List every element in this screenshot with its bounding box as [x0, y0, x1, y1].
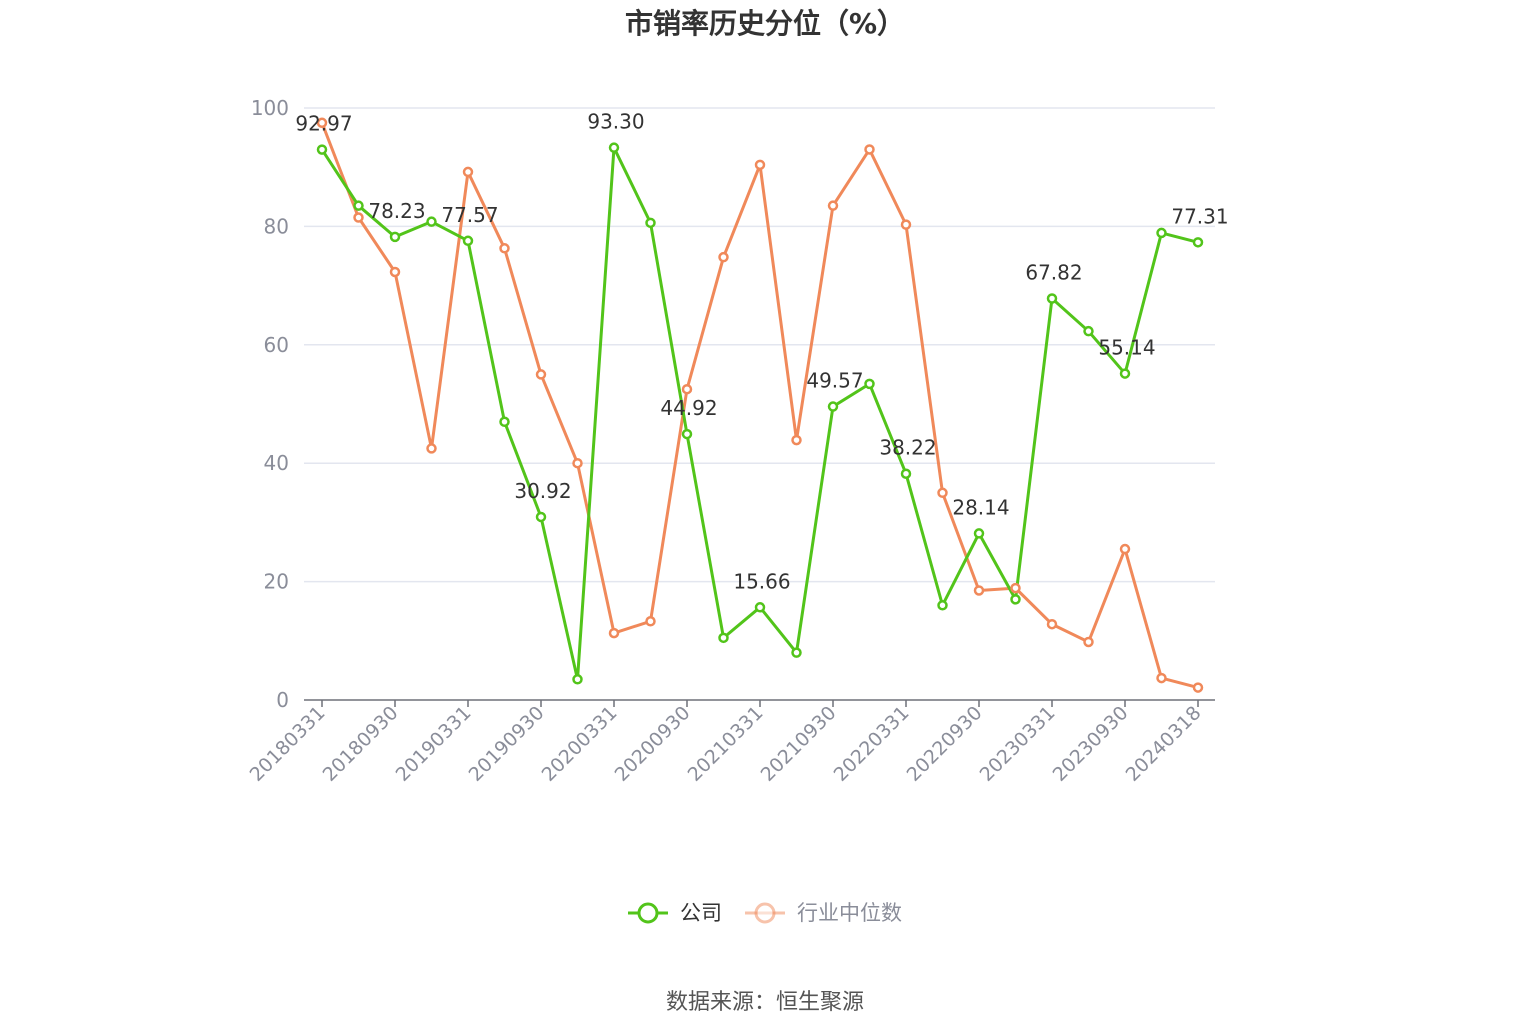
point-s1-2 [389, 266, 401, 278]
point-s1-11 [718, 251, 729, 263]
point-s0-24 [1192, 237, 1204, 248]
point-s1-13 [791, 434, 802, 446]
point-s0-18 [973, 528, 985, 539]
point-s0-22 [1119, 368, 1131, 379]
data-label-4: 77.57 [441, 203, 498, 227]
point-s1-16 [900, 219, 912, 230]
point-s0-16 [900, 468, 912, 479]
point-s0-19 [1010, 594, 1021, 605]
series-line-0 [320, 146, 1199, 681]
x-tick-label-20180930: 20180930 [319, 702, 403, 786]
point-s1-0 [316, 117, 328, 129]
x-tick-label-20240318: 20240318 [1122, 702, 1206, 786]
point-s1-1 [353, 212, 364, 223]
point-s0-3 [426, 216, 437, 227]
point-s1-4 [462, 166, 474, 178]
x-tick-label-20190331: 20190331 [392, 702, 476, 786]
point-s0-11 [718, 632, 729, 644]
point-s0-14 [827, 401, 839, 412]
x-axis [304, 699, 1215, 707]
y-tick-label-0: 0 [276, 688, 289, 712]
data-label-16: 38.22 [879, 436, 936, 460]
x-tick-label-20230331: 20230331 [976, 702, 1060, 786]
point-s0-7 [572, 674, 583, 685]
point-s1-24 [1192, 682, 1204, 693]
x-tick-label-20230930: 20230930 [1049, 702, 1133, 786]
y-tick-label-20: 20 [264, 570, 289, 594]
x-tick-label-20180331: 20180331 [246, 702, 330, 786]
data-label-12: 15.66 [733, 569, 790, 593]
point-s0-12 [754, 602, 766, 613]
data-labels: 92.97 78.23 77.57 30.92 93.30 44.92 15.66 49.57… [295, 110, 1228, 594]
data-label-6: 30.92 [514, 479, 571, 503]
data-label-24: 77.31 [1171, 204, 1228, 228]
grid [304, 107, 1215, 583]
x-tick-label-20190930: 20190930 [465, 702, 549, 786]
y-axis: 0 20 40 60 80 100 [251, 96, 289, 712]
point-s0-6 [535, 511, 547, 523]
y-tick-label-40: 40 [264, 451, 289, 475]
point-s0-10 [681, 428, 693, 440]
legend: 公司 行业中位数 [628, 901, 902, 925]
point-s1-14 [827, 200, 839, 211]
legend-marker-company [637, 902, 659, 924]
point-s1-18 [973, 585, 985, 596]
data-label-8: 93.30 [587, 110, 644, 134]
point-s1-12 [754, 159, 766, 171]
point-s1-10 [681, 383, 693, 395]
point-s0-8 [608, 142, 620, 153]
chart-title: 市销率历史分位（%） [625, 7, 905, 40]
data-label-18: 28.14 [952, 495, 1009, 519]
point-s0-2 [389, 231, 401, 243]
x-tick-label-20200331: 20200331 [538, 702, 622, 786]
point-s1-19 [1010, 582, 1021, 594]
x-tick-label-20220331: 20220331 [830, 702, 914, 786]
data-label-14: 49.57 [806, 369, 863, 393]
x-tick-labels: 2018033120180930201903312019093020200331… [246, 702, 1206, 786]
legend-label-industry-median: 行业中位数 [797, 901, 902, 925]
legend-label-company: 公司 [680, 901, 722, 925]
y-tick-label-60: 60 [264, 333, 289, 357]
point-s0-21 [1083, 325, 1094, 337]
point-s1-23 [1156, 672, 1167, 684]
point-s1-22 [1119, 543, 1131, 555]
point-s1-20 [1046, 618, 1058, 630]
point-s0-4 [462, 235, 474, 247]
point-s1-7 [572, 457, 583, 469]
data-label-22: 55.14 [1098, 336, 1155, 360]
point-s1-9 [645, 616, 656, 627]
point-s1-17 [937, 487, 948, 499]
x-tick-label-20220930: 20220930 [903, 702, 987, 786]
point-s1-8 [608, 627, 620, 639]
point-s1-21 [1083, 636, 1094, 648]
point-s0-15 [864, 378, 875, 390]
data-label-20: 67.82 [1025, 261, 1082, 285]
point-s0-1 [353, 200, 364, 211]
x-tick-label-20210930: 20210930 [757, 702, 841, 786]
point-s0-17 [937, 600, 948, 611]
legend-item-industry-median[interactable]: 行业中位数 [745, 901, 902, 925]
point-s1-15 [864, 144, 875, 155]
data-label-0: 92.97 [295, 112, 352, 136]
point-s1-5 [499, 243, 510, 254]
point-s0-13 [791, 647, 802, 658]
point-s1-3 [426, 443, 437, 454]
point-s1-6 [535, 369, 547, 380]
data-label-2: 78.23 [368, 199, 425, 223]
data-source: 数据来源：恒生聚源 [666, 990, 864, 1015]
y-tick-label-100: 100 [251, 96, 289, 120]
series-points [316, 117, 1204, 693]
x-tick-label-20210331: 20210331 [684, 702, 768, 786]
data-label-10: 44.92 [660, 396, 717, 420]
legend-marker-industry-median [754, 902, 776, 924]
y-tick-label-80: 80 [264, 214, 289, 238]
point-s0-0 [316, 144, 328, 155]
point-s0-20 [1046, 293, 1058, 304]
point-s0-5 [499, 416, 510, 428]
x-tick-label-20200930: 20200930 [611, 702, 695, 786]
point-s0-9 [645, 217, 656, 229]
legend-item-company[interactable]: 公司 [628, 901, 722, 925]
point-s0-23 [1156, 227, 1167, 239]
